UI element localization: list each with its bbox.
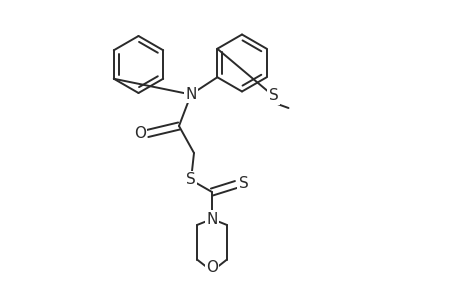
Text: S: S	[268, 88, 278, 104]
Text: S: S	[186, 172, 196, 188]
Text: O: O	[134, 126, 146, 141]
Text: N: N	[185, 87, 196, 102]
Text: S: S	[238, 176, 248, 190]
Text: N: N	[206, 212, 217, 226]
Text: O: O	[206, 260, 218, 274]
